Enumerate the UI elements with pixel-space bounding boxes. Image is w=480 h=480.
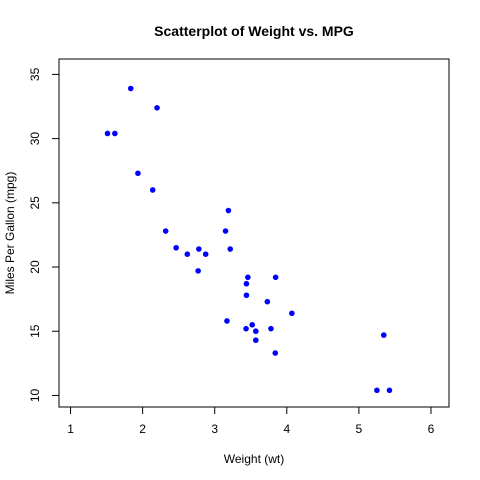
data-point <box>227 246 234 252</box>
data-point <box>253 337 259 344</box>
x-tick-label: 1 <box>67 422 74 436</box>
data-point <box>149 187 156 193</box>
data-point <box>224 318 230 324</box>
data-point <box>127 85 134 92</box>
x-tick-label: 2 <box>139 422 146 436</box>
data-point <box>243 325 249 332</box>
data-points <box>104 85 393 394</box>
y-tick-label: 25 <box>28 196 42 210</box>
y-tick-label: 15 <box>28 324 42 338</box>
data-point <box>386 387 393 394</box>
x-tick-label: 4 <box>283 422 290 436</box>
data-point <box>196 246 202 252</box>
data-point <box>249 322 255 328</box>
data-point <box>225 207 232 214</box>
x-tick-label: 3 <box>211 422 218 436</box>
data-point <box>243 292 250 299</box>
data-point <box>380 332 387 338</box>
data-point <box>268 325 274 332</box>
y-axis: 10 15 20 25 30 35 <box>28 67 60 402</box>
data-point <box>162 228 169 234</box>
y-tick-label: 10 <box>28 388 42 402</box>
data-point <box>272 350 279 356</box>
data-point <box>135 170 141 177</box>
data-point <box>374 387 380 394</box>
data-point <box>195 268 201 274</box>
x-tick-label: 5 <box>356 422 363 436</box>
data-point <box>202 251 209 257</box>
data-point <box>272 274 279 281</box>
data-point <box>184 251 191 257</box>
data-point <box>173 244 179 251</box>
y-tick-label: 30 <box>28 132 42 146</box>
data-point <box>104 130 111 137</box>
chart-title: Scatterplot of Weight vs. MPG <box>154 23 354 39</box>
data-point <box>243 280 250 287</box>
x-axis-label: Weight (wt) <box>224 452 284 466</box>
y-tick-label: 35 <box>28 67 42 81</box>
data-point <box>289 310 295 317</box>
y-axis-label: Miles Per Gallon (mpg) <box>3 172 17 295</box>
data-point <box>245 274 251 281</box>
data-point <box>222 228 229 234</box>
data-point <box>154 104 160 111</box>
x-tick-label: 6 <box>428 422 435 436</box>
y-tick-label: 20 <box>28 260 42 274</box>
data-point <box>264 298 271 305</box>
data-point <box>112 130 118 137</box>
data-point <box>253 328 259 335</box>
x-axis: 1 2 3 4 5 6 <box>67 406 435 436</box>
